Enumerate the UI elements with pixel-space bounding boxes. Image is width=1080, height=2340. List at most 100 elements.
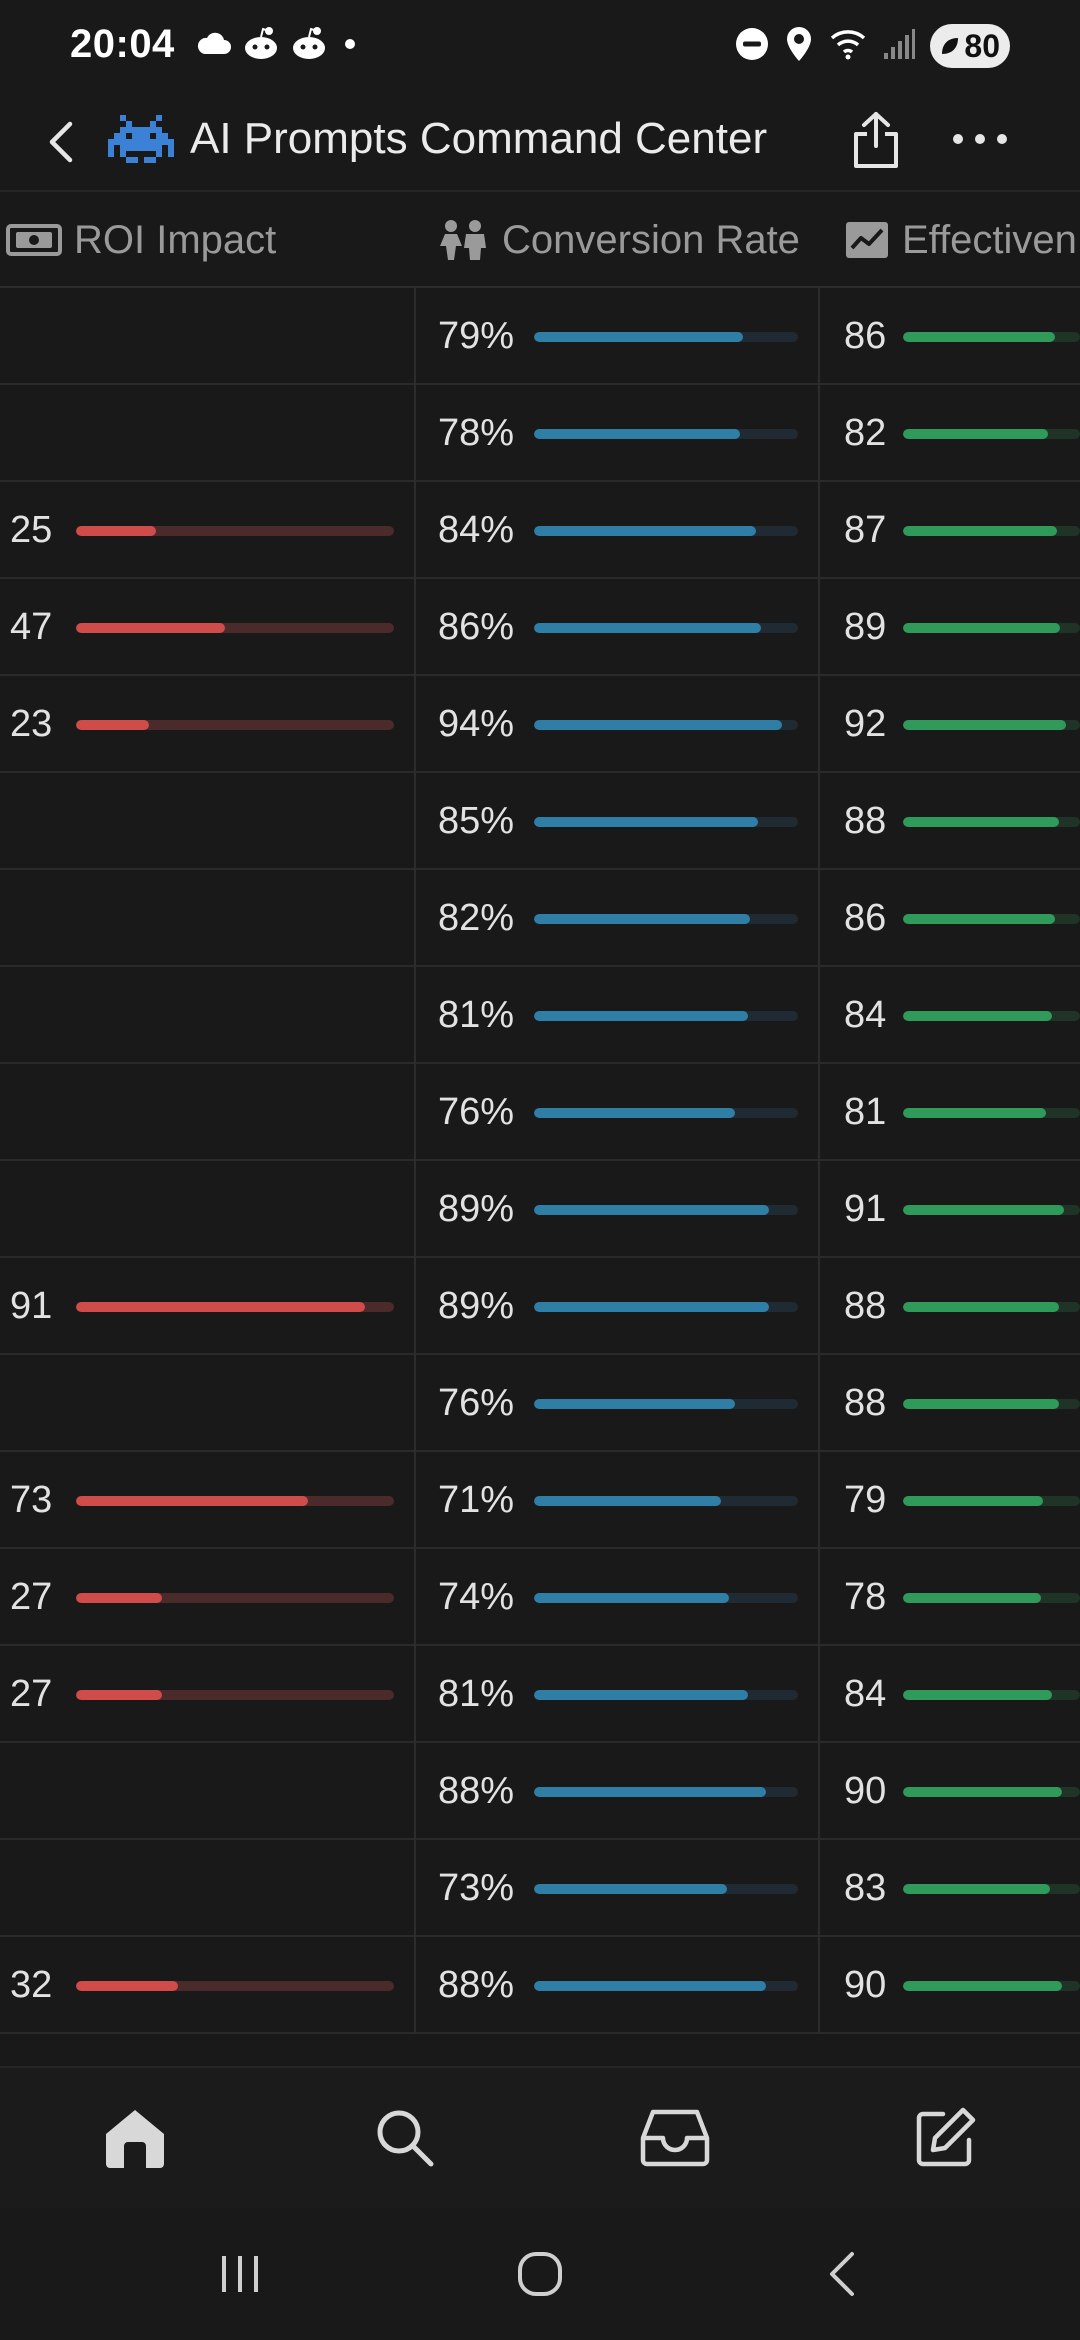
roi-progress-bar (76, 1689, 394, 1700)
roi-cell[interactable]: 23 (0, 676, 416, 773)
effectiveness-cell[interactable]: 91 (822, 1161, 1080, 1258)
column-label: ROI Impact (74, 217, 277, 262)
roi-cell[interactable]: 73 (0, 1452, 416, 1549)
table-row[interactable]: 89% 91 (0, 1161, 1080, 1258)
conversion-cell[interactable]: 88% (418, 1743, 820, 1840)
conversion-progress-fill (534, 1786, 767, 1797)
roi-progress-bar (76, 1592, 394, 1603)
nav-inbox-button[interactable] (630, 2098, 720, 2178)
roi-cell[interactable] (0, 288, 416, 385)
effectiveness-progress-fill (902, 1301, 1059, 1312)
conversion-cell[interactable]: 81% (418, 967, 820, 1064)
table-row[interactable]: 81% 84 (0, 967, 1080, 1064)
effectiveness-cell[interactable]: 86 (822, 288, 1080, 385)
table-row[interactable]: 47 86% 89 (0, 579, 1080, 676)
roi-cell[interactable]: 47 (0, 579, 416, 676)
effectiveness-cell[interactable]: 88 (822, 773, 1080, 870)
conversion-cell[interactable]: 85% (418, 773, 820, 870)
effectiveness-progress-bar (902, 428, 1080, 439)
conversion-cell[interactable]: 94% (418, 676, 820, 773)
effectiveness-cell[interactable]: 90 (822, 1937, 1080, 2034)
system-back-icon (830, 2252, 854, 2296)
conversion-cell[interactable]: 74% (418, 1549, 820, 1646)
effectiveness-progress-bar (902, 1495, 1080, 1506)
effectiveness-cell[interactable]: 92 (822, 676, 1080, 773)
nav-home-button[interactable] (90, 2098, 180, 2178)
nav-compose-button[interactable] (900, 2098, 990, 2178)
roi-cell[interactable] (0, 967, 416, 1064)
table-header: ROI Impact Conversion Rate Effectiven (0, 192, 1080, 288)
conversion-cell[interactable]: 79% (418, 288, 820, 385)
effectiveness-cell[interactable]: 90 (822, 1743, 1080, 1840)
conversion-cell[interactable]: 76% (418, 1355, 820, 1452)
conversion-cell[interactable]: 73% (418, 1840, 820, 1937)
table-row[interactable]: 27 81% 84 (0, 1646, 1080, 1743)
effectiveness-cell[interactable]: 87 (822, 482, 1080, 579)
effectiveness-cell[interactable]: 86 (822, 870, 1080, 967)
effectiveness-cell[interactable]: 88 (822, 1258, 1080, 1355)
roi-cell[interactable] (0, 1161, 416, 1258)
roi-cell[interactable] (0, 773, 416, 870)
effectiveness-cell[interactable]: 88 (822, 1355, 1080, 1452)
share-button[interactable] (840, 100, 912, 180)
column-header-effectiveness[interactable]: Effectiven (844, 192, 1077, 288)
roi-cell[interactable] (0, 1743, 416, 1840)
system-back-button[interactable] (802, 2242, 882, 2306)
roi-cell[interactable]: 32 (0, 1937, 416, 2034)
effectiveness-cell[interactable]: 84 (822, 1646, 1080, 1743)
conversion-cell[interactable]: 88% (418, 1937, 820, 2034)
effectiveness-cell[interactable]: 82 (822, 385, 1080, 482)
conversion-cell[interactable]: 86% (418, 579, 820, 676)
table-row[interactable]: 73 71% 79 (0, 1452, 1080, 1549)
effectiveness-cell[interactable]: 81 (822, 1064, 1080, 1161)
effectiveness-cell[interactable]: 78 (822, 1549, 1080, 1646)
roi-cell[interactable] (0, 870, 416, 967)
effectiveness-cell[interactable]: 83 (822, 1840, 1080, 1937)
table-row[interactable]: 32 88% 90 (0, 1937, 1080, 2034)
conversion-cell[interactable]: 71% (418, 1452, 820, 1549)
roi-cell[interactable] (0, 1064, 416, 1161)
roi-cell[interactable] (0, 1355, 416, 1452)
roi-cell[interactable] (0, 1840, 416, 1937)
conversion-cell[interactable]: 84% (418, 482, 820, 579)
table-row[interactable]: 82% 86 (0, 870, 1080, 967)
recent-apps-button[interactable] (200, 2242, 280, 2306)
effectiveness-progress-bar (902, 816, 1080, 827)
table-row[interactable]: 73% 83 (0, 1840, 1080, 1937)
effectiveness-cell[interactable]: 89 (822, 579, 1080, 676)
effectiveness-cell[interactable]: 79 (822, 1452, 1080, 1549)
nav-search-button[interactable] (360, 2098, 450, 2178)
roi-value: 25 (10, 509, 53, 551)
table-row[interactable]: 85% 88 (0, 773, 1080, 870)
table-row[interactable]: 27 74% 78 (0, 1549, 1080, 1646)
conversion-cell[interactable]: 89% (418, 1161, 820, 1258)
roi-cell[interactable]: 25 (0, 482, 416, 579)
roi-cell[interactable]: 27 (0, 1646, 416, 1743)
table-row[interactable]: 88% 90 (0, 1743, 1080, 1840)
conversion-cell[interactable]: 82% (418, 870, 820, 967)
table-row[interactable]: 76% 88 (0, 1355, 1080, 1452)
page-title: AI Prompts Command Center (190, 114, 768, 163)
table-row[interactable]: 79% 86 (0, 288, 1080, 385)
table-row[interactable]: 23 94% 92 (0, 676, 1080, 773)
column-header-conversion[interactable]: Conversion Rate (436, 192, 800, 288)
system-status-icons: 80 (734, 24, 1010, 68)
effectiveness-cell[interactable]: 84 (822, 967, 1080, 1064)
roi-cell[interactable]: 27 (0, 1549, 416, 1646)
table-row[interactable]: 25 84% 87 (0, 482, 1080, 579)
more-options-button[interactable] (940, 104, 1020, 174)
conversion-cell[interactable]: 78% (418, 385, 820, 482)
conversion-cell[interactable]: 89% (418, 1258, 820, 1355)
roi-cell[interactable] (0, 385, 416, 482)
table-row[interactable]: 91 89% 88 (0, 1258, 1080, 1355)
conversion-cell[interactable]: 76% (418, 1064, 820, 1161)
table-row[interactable]: 78% 82 (0, 385, 1080, 482)
roi-cell[interactable]: 91 (0, 1258, 416, 1355)
conversion-progress-fill (534, 331, 743, 342)
app-bar: AI Prompts Command Center (0, 92, 1080, 192)
system-home-button[interactable] (500, 2242, 580, 2306)
conversion-cell[interactable]: 81% (418, 1646, 820, 1743)
table-row[interactable]: 76% 81 (0, 1064, 1080, 1161)
column-header-roi[interactable]: ROI Impact (6, 192, 276, 288)
back-button[interactable] (30, 110, 94, 174)
